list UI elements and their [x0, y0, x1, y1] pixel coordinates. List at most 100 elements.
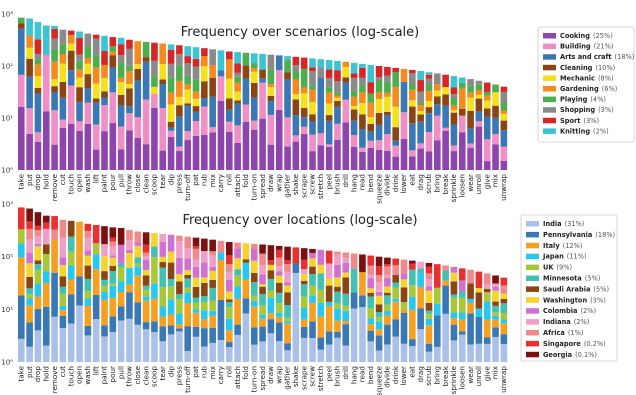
bar-segment	[450, 97, 458, 106]
bar-segment	[375, 312, 383, 318]
bar-segment	[325, 77, 333, 88]
bar-remove	[51, 25, 58, 170]
legend-label: Georgia (0.1%)	[543, 351, 597, 359]
bar-segment	[342, 272, 350, 278]
bar-segment	[234, 286, 241, 299]
bar-segment	[409, 269, 416, 286]
x-tick-label: paint	[100, 174, 109, 193]
bar-segment	[267, 114, 275, 145]
bar-paint	[101, 35, 108, 170]
bar-segment	[409, 339, 416, 347]
bar-segment	[92, 124, 100, 150]
x-tick-label: rub	[200, 366, 209, 379]
bar-segment	[309, 285, 316, 296]
bar-segment	[500, 293, 508, 299]
bar-segment	[151, 246, 158, 258]
x-tick-label: press	[175, 174, 184, 194]
bar-segment	[109, 55, 117, 68]
bar-segment	[59, 81, 67, 98]
bar-segment	[367, 274, 375, 279]
bar-segment	[309, 248, 316, 253]
bar-segment	[84, 223, 92, 231]
bar-pat	[192, 47, 200, 170]
bar-segment	[259, 305, 266, 315]
bar-segment	[300, 108, 308, 118]
bar-segment	[67, 251, 75, 266]
x-tick-label: scrape	[299, 173, 308, 198]
bar-segment	[284, 321, 291, 324]
bar-give	[483, 82, 491, 170]
bar-segment	[34, 225, 42, 231]
x-tick-label: brush	[333, 174, 342, 194]
bar-segment	[450, 312, 458, 319]
bar-segment	[101, 77, 108, 92]
bar-segment	[492, 275, 499, 284]
bar-segment	[18, 295, 25, 339]
bar-segment	[425, 279, 433, 287]
bar-segment	[384, 81, 391, 93]
bar-segment	[359, 85, 366, 93]
bar-segment	[392, 86, 399, 107]
bar-segment	[259, 326, 266, 342]
bar-segment	[250, 300, 258, 307]
bar-segment	[67, 30, 75, 35]
bar-segment	[350, 268, 358, 293]
bar-segment	[409, 73, 416, 84]
bar-segment	[142, 289, 150, 297]
bar-segment	[392, 301, 399, 320]
bar-segment	[84, 88, 92, 103]
bar-segment	[59, 127, 67, 170]
x-tick-label: roll	[225, 366, 234, 377]
bar-segment	[458, 319, 466, 332]
bar-segment	[126, 252, 133, 268]
bar-segment	[76, 31, 83, 38]
bar-segment	[400, 279, 408, 288]
bar-lift	[92, 34, 100, 170]
bar-segment	[342, 345, 350, 362]
bar-segment	[384, 150, 391, 170]
bar-segment	[425, 78, 433, 85]
bar-segment	[18, 23, 25, 29]
bar-segment	[92, 243, 100, 255]
bar-segment	[126, 230, 133, 241]
bar-segment	[492, 144, 499, 170]
bars	[18, 207, 508, 362]
bar-segment	[309, 71, 316, 86]
bar-segment	[26, 58, 33, 77]
bar-shake	[292, 56, 300, 170]
bar-segment	[101, 244, 108, 257]
bar-segment	[126, 71, 133, 84]
bar-segment	[442, 94, 449, 106]
bar-segment	[26, 294, 33, 299]
bar-segment	[101, 64, 108, 78]
legend-swatch	[543, 54, 556, 60]
bar-segment	[275, 249, 283, 258]
bar-segment	[275, 275, 283, 283]
bar-segment	[134, 275, 142, 303]
x-tick-label: sprinkle	[449, 365, 458, 394]
bar-draw	[267, 54, 275, 170]
bar-segment	[134, 69, 142, 81]
bar-segment	[367, 265, 375, 275]
bar-segment	[201, 310, 208, 320]
bar-segment	[109, 51, 117, 56]
bar-segment	[475, 308, 483, 317]
y-tick-label: 10¹	[1, 115, 13, 123]
bar-segment	[334, 139, 341, 170]
bar-segment	[450, 94, 458, 98]
bar-segment	[250, 97, 258, 121]
x-tick-label: tear	[158, 174, 167, 189]
bar-segment	[209, 255, 216, 268]
bar-segment	[434, 84, 441, 91]
bar-segment	[450, 294, 458, 298]
bar-segment	[167, 278, 175, 287]
bar-segment	[367, 123, 375, 132]
bar-segment	[275, 303, 283, 313]
bar-segment	[42, 244, 50, 254]
bar-segment	[458, 312, 466, 320]
bar-segment	[209, 327, 216, 343]
bar-segment	[84, 305, 92, 326]
bar-segment	[234, 142, 241, 170]
bar-segment	[350, 77, 358, 91]
